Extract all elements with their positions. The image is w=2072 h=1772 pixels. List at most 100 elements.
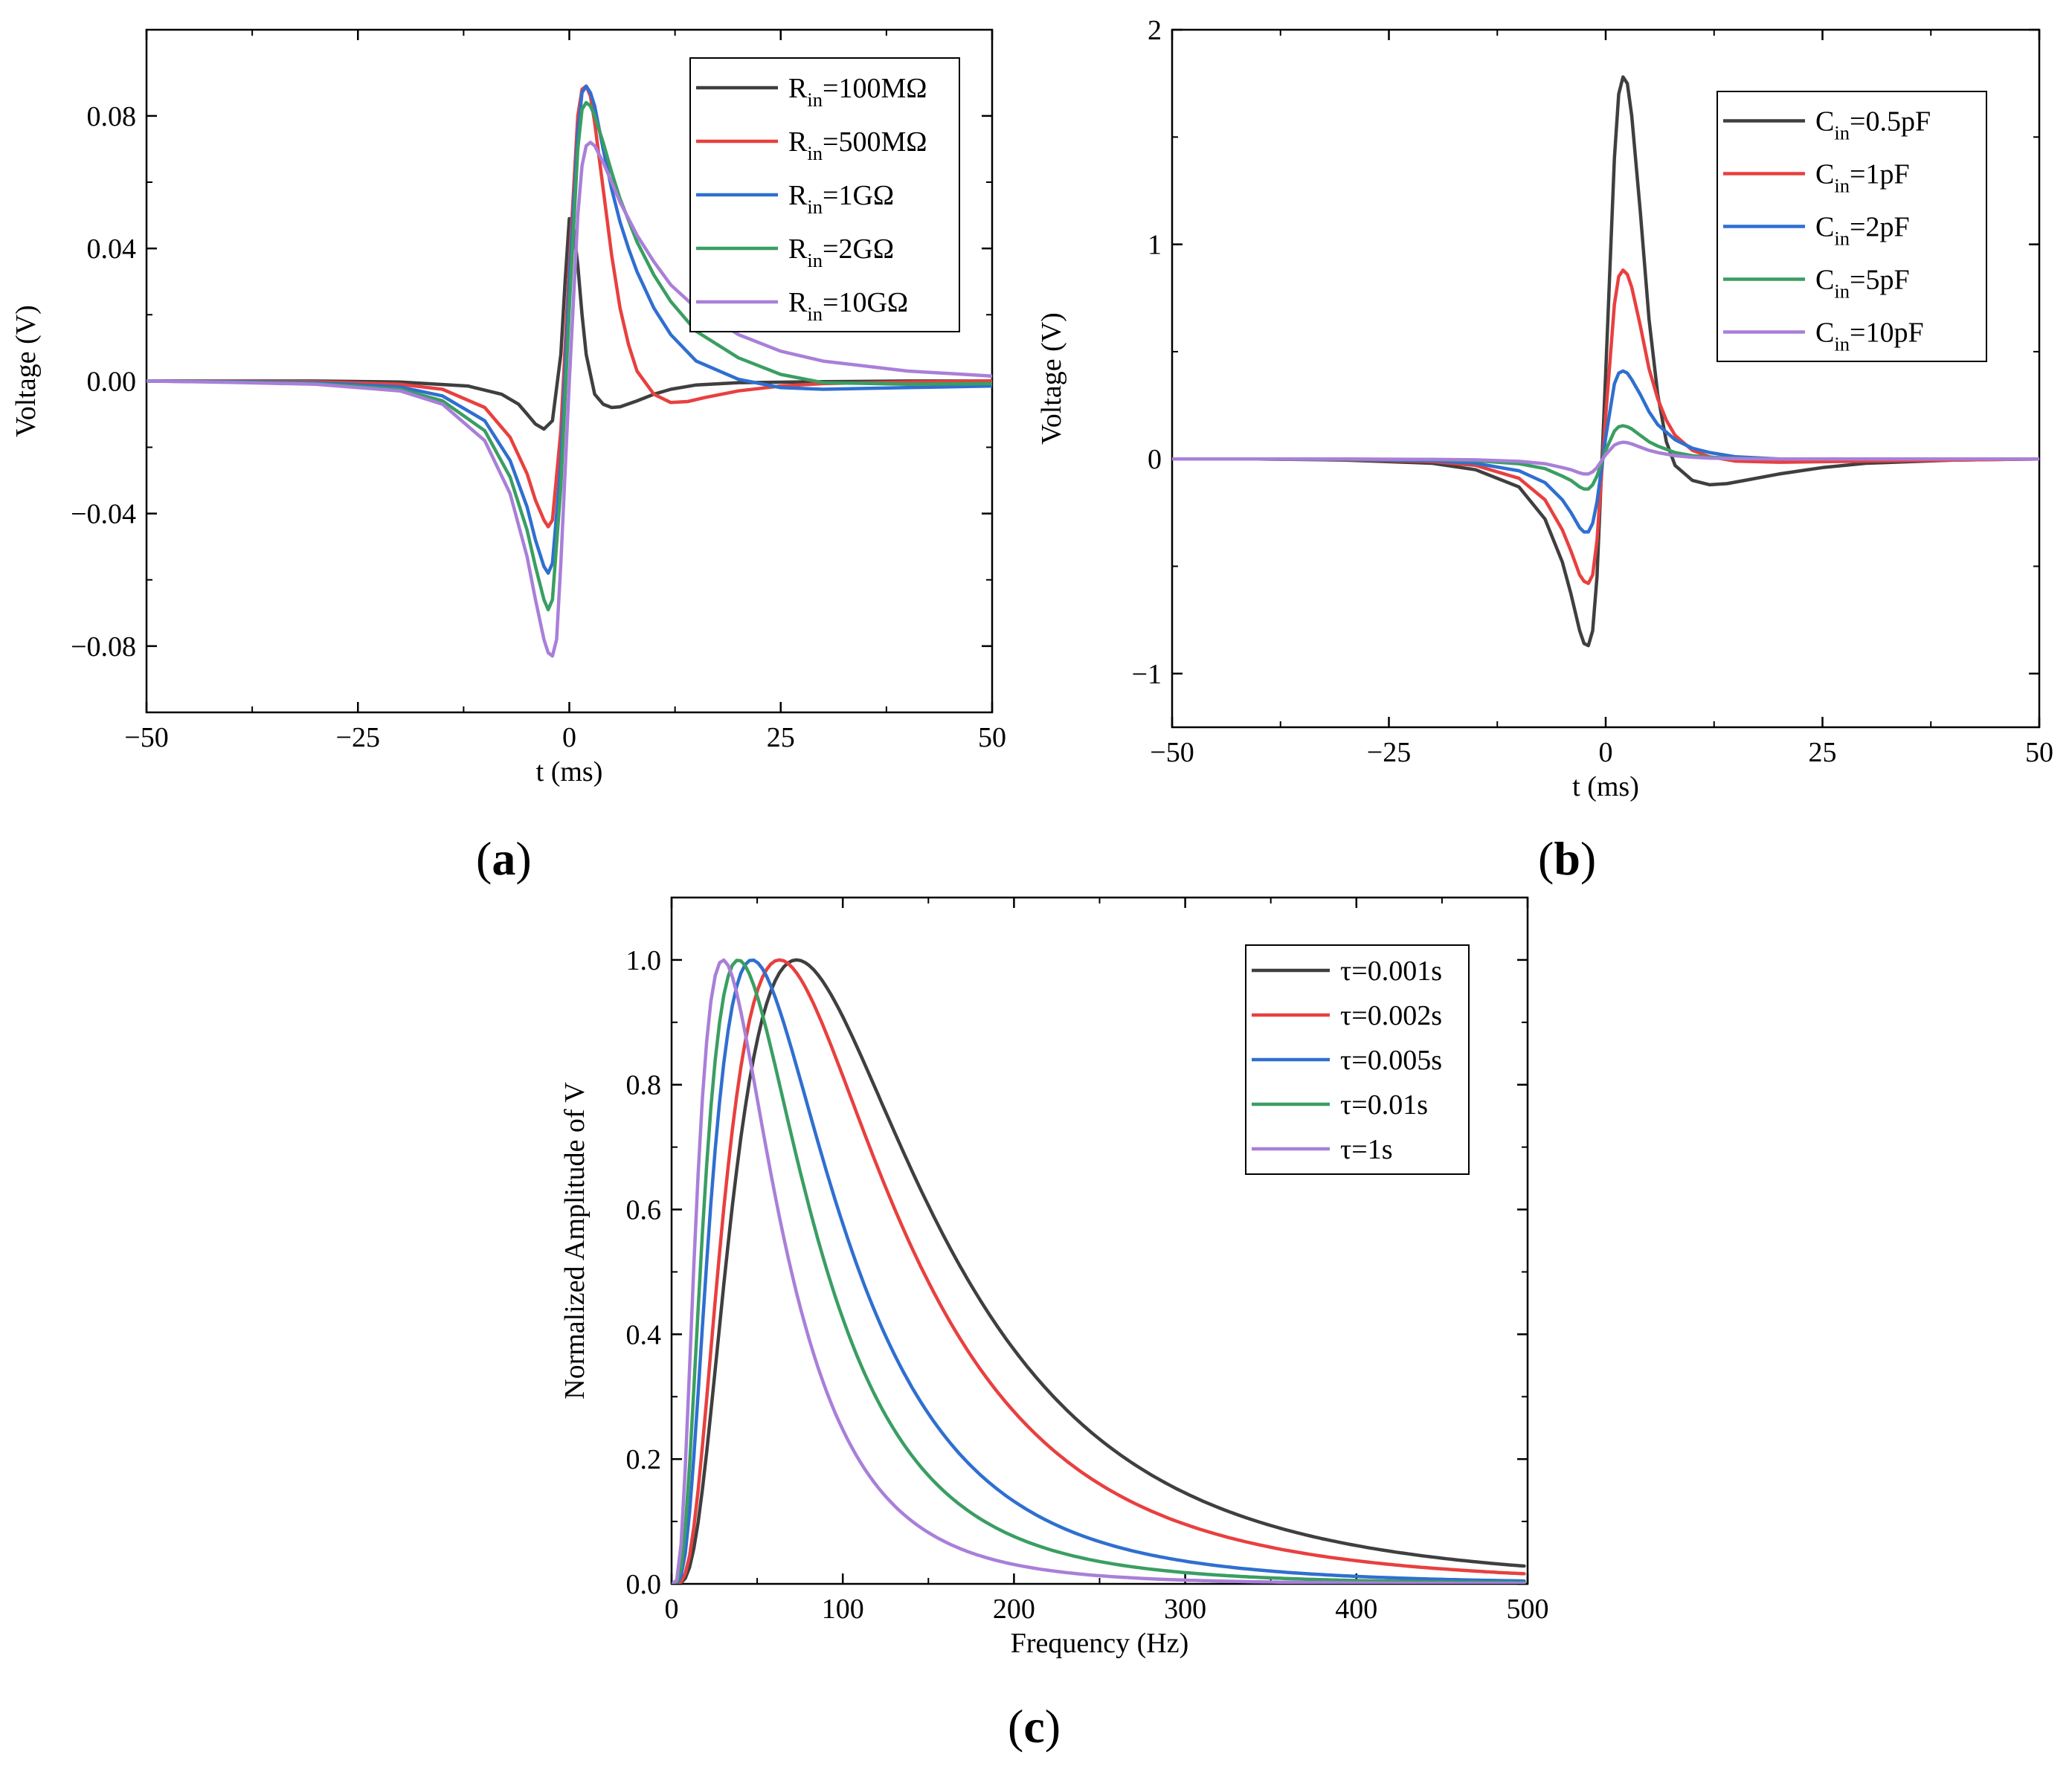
x-tick-label-a: 25	[767, 722, 795, 753]
y-tick-label-c: 0.8	[626, 1070, 662, 1101]
panel-label-a: (a)	[476, 832, 532, 885]
x-tick-label-c: 400	[1335, 1594, 1377, 1625]
chart-c: 0 100 200 300 400 500 0.0 0.2 0.4 0.6 0.8 1.0 Freque…	[559, 896, 1549, 1659]
x-tick-label-b: −25	[1367, 737, 1411, 768]
legend-label-b-4: Cin=10pF	[1815, 318, 1924, 355]
x-tick-label-a: −50	[124, 722, 168, 753]
panel-label-a-letter: a	[492, 832, 516, 885]
panel-c: 0 100 200 300 400 500 0.0 0.2 0.4 0.6 0.8 1.0 Freque…	[0, 889, 2072, 1772]
legend-label-a-0: Rin=100MΩ	[788, 73, 927, 111]
legend-label-base: C	[1815, 212, 1834, 243]
legend-label-a-3: Rin=2GΩ	[788, 233, 894, 271]
legend-label-base: R	[788, 180, 808, 211]
series-line-a-2	[147, 84, 992, 576]
legend-label-b-3: Cin=5pF	[1815, 265, 1910, 303]
legend-label-rest: =5pF	[1850, 265, 1910, 296]
y-axis-label-a: Voltage (V)	[10, 305, 42, 437]
legend-label-subscript: in	[807, 303, 823, 325]
series-line-c-3	[672, 959, 1526, 1584]
legend-label-base: C	[1815, 265, 1834, 296]
legend-label-subscript: in	[1834, 280, 1850, 303]
legend-label-subscript: in	[1834, 122, 1850, 144]
series-line-c-4	[672, 958, 1526, 1584]
legend-label-b-0: Cin=0.5pF	[1815, 106, 1931, 144]
legend-label-subscript: in	[807, 249, 823, 271]
legend-label-subscript: in	[807, 142, 823, 164]
legend-label-subscript: in	[807, 88, 823, 111]
legend-label-c-1: τ=0.002s	[1340, 1000, 1442, 1031]
x-tick-label-c: 500	[1507, 1594, 1549, 1625]
y-tick-label-c: 0.4	[626, 1319, 662, 1350]
y-tick-label-c: 0.0	[626, 1569, 662, 1600]
legend-label-rest: =1pF	[1850, 159, 1910, 190]
legend-label-rest: =500MΩ	[823, 126, 927, 158]
y-tick-label-a: 0.00	[87, 366, 137, 397]
series-line-c-0	[672, 958, 1526, 1584]
series-line-c-1	[672, 958, 1526, 1584]
x-tick-label-c: 300	[1164, 1594, 1206, 1625]
x-tick-label-b: −50	[1150, 737, 1194, 768]
y-axis-label-c: Normalized Amplitude of V	[559, 1082, 591, 1399]
legend-label-base: R	[788, 233, 808, 265]
x-tick-label-b: 50	[2025, 737, 2053, 768]
legend-label-subscript: in	[1834, 228, 1850, 250]
x-axis-label-c: Frequency (Hz)	[1011, 1628, 1189, 1659]
y-tick-label-a: −0.08	[71, 631, 136, 663]
x-tick-label-c: 200	[993, 1594, 1035, 1625]
x-axis-label-a: t (ms)	[536, 756, 603, 787]
legend-label-rest: =100MΩ	[823, 73, 927, 104]
legend-label-rest: =1GΩ	[823, 180, 894, 211]
x-tick-label-a: 50	[978, 722, 1006, 753]
panel-label-b-letter: b	[1554, 832, 1580, 885]
y-tick-label-b: −1	[1132, 659, 1162, 690]
legend-label-rest: =10GΩ	[823, 287, 908, 318]
legend-label-a-4: Rin=10GΩ	[788, 287, 908, 325]
legend-label-c-4: τ=1s	[1340, 1134, 1393, 1165]
y-axis-label-b: Voltage (V)	[1036, 312, 1067, 445]
x-tick-label-b: 0	[1599, 737, 1613, 768]
legend-label-base: C	[1815, 159, 1834, 190]
x-tick-label-a: −25	[336, 722, 380, 753]
y-tick-label-a: 0.04	[87, 233, 137, 265]
legend-label-c-0: τ=0.001s	[1340, 956, 1442, 987]
series-line-c-2	[672, 959, 1526, 1584]
y-tick-label-b: 0	[1148, 444, 1162, 475]
legend-label-a-2: Rin=1GΩ	[788, 180, 894, 218]
series-group-c	[672, 958, 1526, 1584]
legend-label-base: R	[788, 126, 808, 158]
legend-label-c-2: τ=0.005s	[1340, 1045, 1442, 1076]
y-tick-label-c: 1.0	[626, 945, 662, 976]
legend-label-rest: =2pF	[1850, 212, 1910, 243]
y-tick-label-a: 0.08	[87, 101, 137, 132]
legend-label-base: C	[1815, 318, 1834, 349]
panel-label-c: (c)	[1008, 1700, 1061, 1753]
legend-label-b-2: Cin=2pF	[1815, 212, 1910, 250]
x-tick-label-b: 25	[1809, 737, 1837, 768]
series-line-b-4	[1172, 440, 2039, 476]
y-tick-label-b: 2	[1148, 15, 1162, 46]
legend-label-subscript: in	[807, 196, 823, 218]
legend-label-rest: =10pF	[1850, 318, 1924, 349]
legend-label-a-1: Rin=500MΩ	[788, 126, 927, 164]
panel-label-c-letter: c	[1023, 1700, 1045, 1753]
legend-label-subscript: in	[1834, 175, 1850, 197]
legend-label-rest: =2GΩ	[823, 233, 894, 265]
legend-label-b-1: Cin=1pF	[1815, 159, 1910, 197]
y-tick-label-b: 1	[1148, 230, 1162, 261]
y-tick-label-c: 0.6	[626, 1195, 662, 1226]
series-line-b-0	[1172, 75, 2039, 648]
x-tick-label-a: 0	[562, 722, 576, 753]
legend-label-rest: =0.5pF	[1850, 106, 1931, 138]
x-tick-label-c: 100	[822, 1594, 864, 1625]
legend-label-subscript: in	[1834, 333, 1850, 355]
panel-a: −50 −25 0 25 50 −0.08 −0.04 0.00 0.04 0.08 t (ms) V…	[0, 0, 1036, 900]
x-axis-label-b: t (ms)	[1572, 771, 1639, 802]
x-tick-label-c: 0	[665, 1594, 679, 1625]
series-group-b	[1172, 75, 2039, 648]
y-tick-label-a: −0.04	[71, 499, 136, 530]
legend-label-base: R	[788, 287, 808, 318]
panel-b: −50 −25 0 25 50 −1 0 1 2 t (ms) Voltage (V) Cin=0.5…	[1036, 0, 2072, 900]
legend-label-base: C	[1815, 106, 1834, 138]
chart-a: −50 −25 0 25 50 −0.08 −0.04 0.00 0.04 0.08 t (ms) V…	[10, 28, 1006, 787]
